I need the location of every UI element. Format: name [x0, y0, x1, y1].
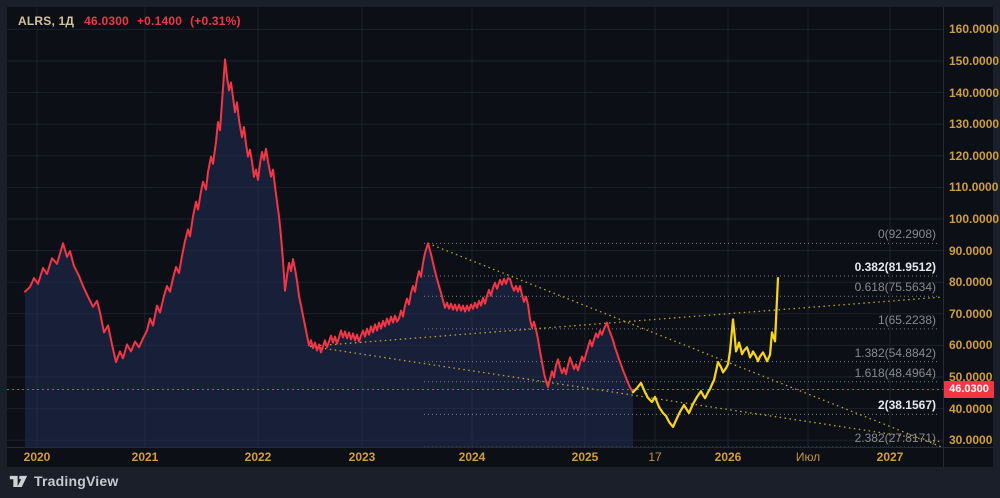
fib-level-label: 0.618(75.5634) [854, 280, 936, 294]
price-change-percent: (+0.31%) [190, 14, 241, 28]
price-axis-label: 120.0000 [949, 149, 1000, 163]
price-axis-label: 100.0000 [949, 212, 1000, 226]
price-axis-label: 60.0000 [949, 338, 993, 352]
time-axis-label: 17 [648, 450, 662, 464]
time-axis-label: 2023 [348, 450, 376, 464]
price-axis-label: 50.0000 [949, 370, 993, 384]
price-axis-label: 70.0000 [949, 307, 993, 321]
fib-level-label: 0(92.2908) [877, 227, 936, 241]
price-axis-label: 110.0000 [949, 180, 999, 194]
price-axis-label: 40.0000 [949, 402, 993, 416]
time-axis-label: 2020 [23, 450, 51, 464]
time-axis-label: 2024 [458, 450, 486, 464]
fib-level-label: 0.382(81.9512) [854, 260, 936, 274]
tradingview-logo-icon [9, 475, 28, 488]
current-price-badge: 46.0300 [944, 381, 994, 398]
plot-area [7, 7, 943, 448]
price-area-fill [25, 59, 633, 448]
price-history-line [24, 58, 634, 394]
fib-level-label: 1.382(54.8842) [854, 346, 936, 360]
price-axis-label: 30.0000 [949, 433, 993, 447]
price-change-value: +0.1400 [136, 14, 183, 28]
time-axis-label: 2025 [571, 450, 599, 464]
fib-level-label: 2.382(27.8171) [854, 431, 936, 445]
last-price-value: 46.0300 [84, 14, 129, 28]
price-axis-label: 150.0000 [949, 54, 1000, 68]
time-axis-label: 2027 [876, 450, 904, 464]
price-axis-label: 140.0000 [949, 86, 1000, 100]
symbol-legend[interactable]: ALRS, 1Д 46.0300 +0.1400 (+0.31%) [18, 14, 249, 28]
symbol-and-interval-label[interactable]: ALRS, 1Д [18, 14, 75, 28]
time-axis-border [7, 447, 993, 448]
tradingview-logo[interactable]: TradingView [9, 472, 118, 490]
tradingview-logo-text: TradingView [34, 473, 119, 489]
time-axis-label: Июл [795, 450, 821, 464]
projection-line [631, 276, 780, 429]
fib-level-label: 1(65.2238) [877, 313, 936, 327]
price-axis-label: 130.0000 [949, 117, 1000, 131]
price-axis-label: 90.0000 [949, 244, 993, 258]
time-axis-label: 2026 [714, 450, 742, 464]
price-axis-border [943, 7, 944, 467]
trendline [427, 242, 943, 448]
fib-level-label: 1.618(48.4964) [854, 366, 936, 380]
price-axis-label: 80.0000 [949, 275, 993, 289]
price-axis-label: 160.0000 [949, 22, 1000, 36]
time-axis-label: 2021 [131, 450, 159, 464]
trendline [309, 345, 943, 443]
time-axis-label: 2022 [244, 450, 272, 464]
fib-level-label: 2(38.1567) [877, 398, 936, 412]
